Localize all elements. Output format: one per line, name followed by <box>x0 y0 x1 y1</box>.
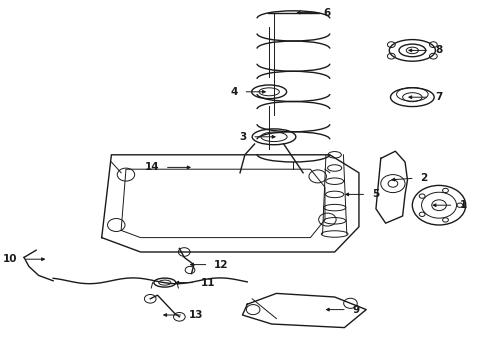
Text: 9: 9 <box>353 305 360 315</box>
Text: 11: 11 <box>201 278 216 288</box>
Text: 13: 13 <box>189 310 203 320</box>
Text: 14: 14 <box>145 162 159 172</box>
Text: 7: 7 <box>435 92 442 102</box>
Text: 8: 8 <box>435 45 442 55</box>
Text: 10: 10 <box>3 254 17 264</box>
Text: 3: 3 <box>239 132 246 142</box>
Text: 1: 1 <box>460 200 466 210</box>
Text: 2: 2 <box>420 173 428 183</box>
Text: 6: 6 <box>323 8 331 18</box>
Text: 12: 12 <box>214 260 229 270</box>
Text: 4: 4 <box>230 87 238 97</box>
Text: 5: 5 <box>372 189 379 199</box>
